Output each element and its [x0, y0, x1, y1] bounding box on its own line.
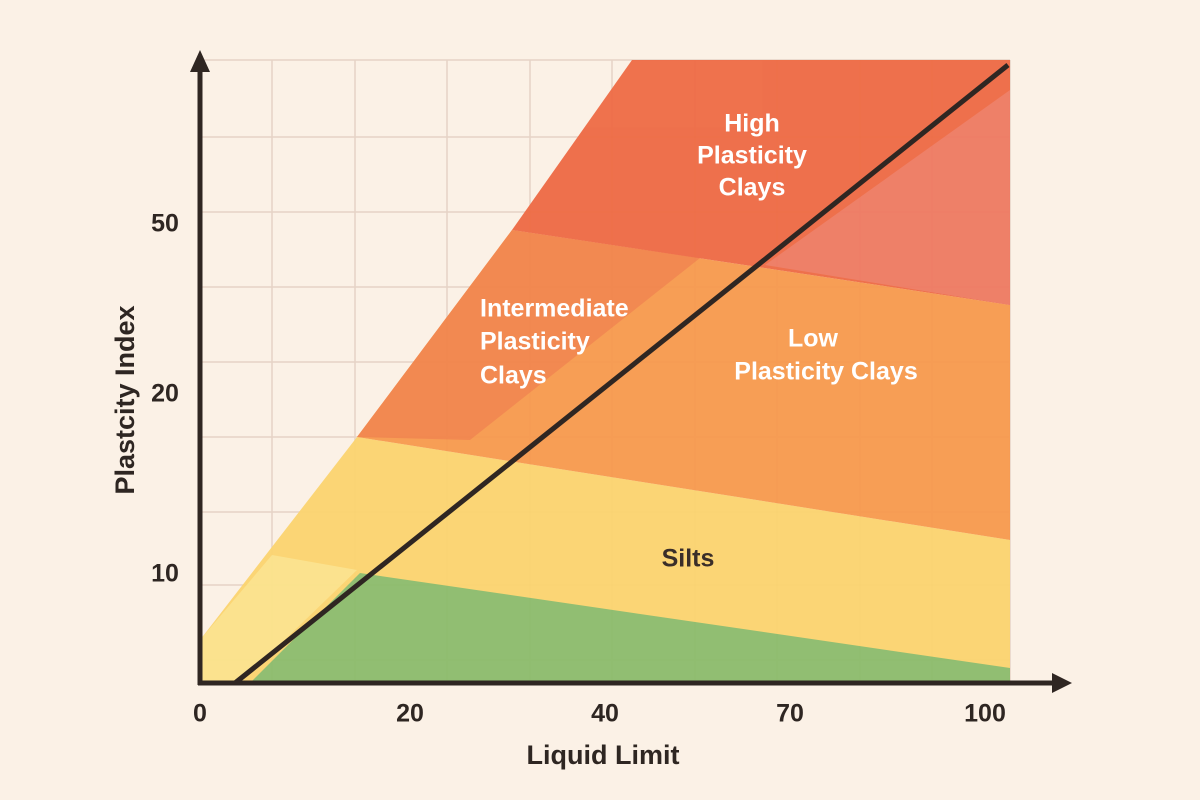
- region-label: Silts: [662, 545, 715, 573]
- y-tick-label: 20: [151, 380, 179, 408]
- region-label: High: [724, 110, 780, 138]
- x-tick-label: 40: [591, 700, 619, 728]
- region-label: Low: [788, 325, 839, 353]
- y-tick-label: 10: [151, 560, 179, 588]
- region-label: Clays: [719, 174, 786, 202]
- x-axis-label: Liquid Limit: [527, 740, 680, 770]
- green-band: [250, 573, 1010, 683]
- x-tick-label: 20: [396, 700, 424, 728]
- y-axis-label: Plastcity Index: [110, 305, 140, 494]
- x-tick-label: 100: [964, 700, 1006, 728]
- axes: [190, 50, 1072, 693]
- region-label: Intermediate: [480, 295, 629, 323]
- y-tick-label: 50: [151, 210, 179, 238]
- region-label: Plasticity: [697, 142, 807, 170]
- a-line: [233, 63, 1010, 685]
- x-tick-label: 70: [776, 700, 804, 728]
- region-label: Plasticity Clays: [734, 358, 917, 386]
- high-clay-band-light: [765, 90, 1010, 305]
- region-label: Plasticity: [480, 328, 590, 356]
- region-label: Clays: [480, 362, 547, 390]
- intermediate-clay-band: [357, 230, 700, 440]
- x-tick-label: 0: [193, 700, 207, 728]
- silt-band-light: [200, 555, 357, 683]
- regions: [200, 60, 1010, 683]
